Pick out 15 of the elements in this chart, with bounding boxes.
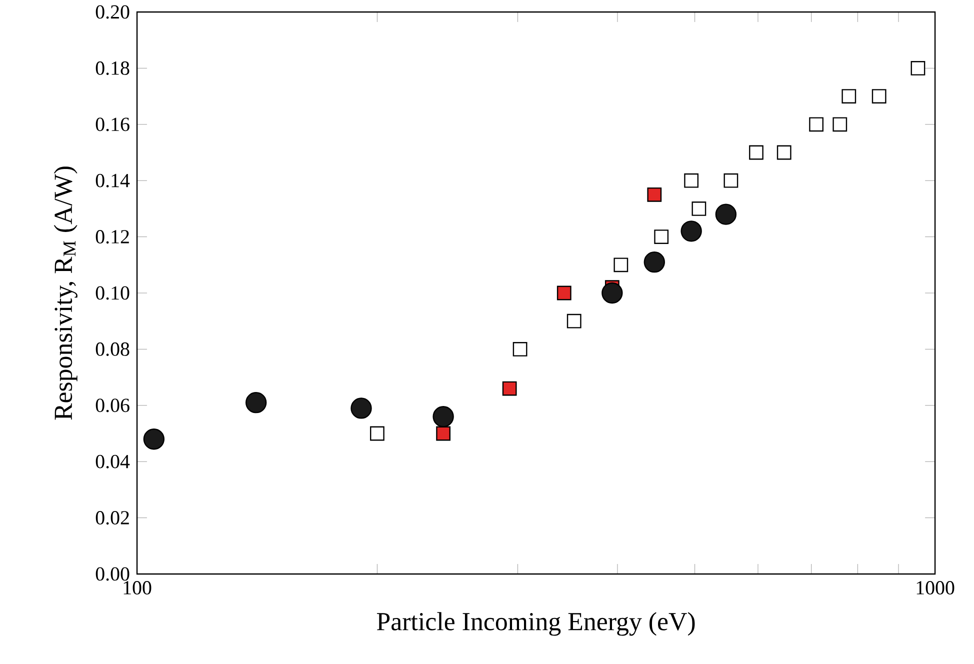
y-axis-title: Responsivity, R$_{M}$ (A/W) [54, 166, 78, 420]
y-tick-label: 0.16 [96, 118, 130, 132]
x-tick-label: 100 [124, 581, 152, 594]
y-tick-label: 0.00 [96, 567, 130, 581]
y-tick-label: 0.10 [96, 286, 130, 300]
x-axis-title: Particle Incoming Energy (eV) [376, 612, 695, 636]
y-tick-label: 0.08 [96, 342, 130, 356]
y-tick-label: 0.02 [96, 511, 129, 525]
x-tick-label: 1000 [916, 581, 954, 594]
y-tick-label: 0.20 [96, 5, 130, 19]
y-tick-label: 0.04 [96, 454, 130, 468]
y-tick-label: 0.14 [96, 174, 130, 188]
y-tick-label: 0.12 [96, 230, 129, 244]
y-tick-label: 0.18 [96, 61, 130, 75]
y-tick-label: 0.06 [96, 398, 130, 412]
